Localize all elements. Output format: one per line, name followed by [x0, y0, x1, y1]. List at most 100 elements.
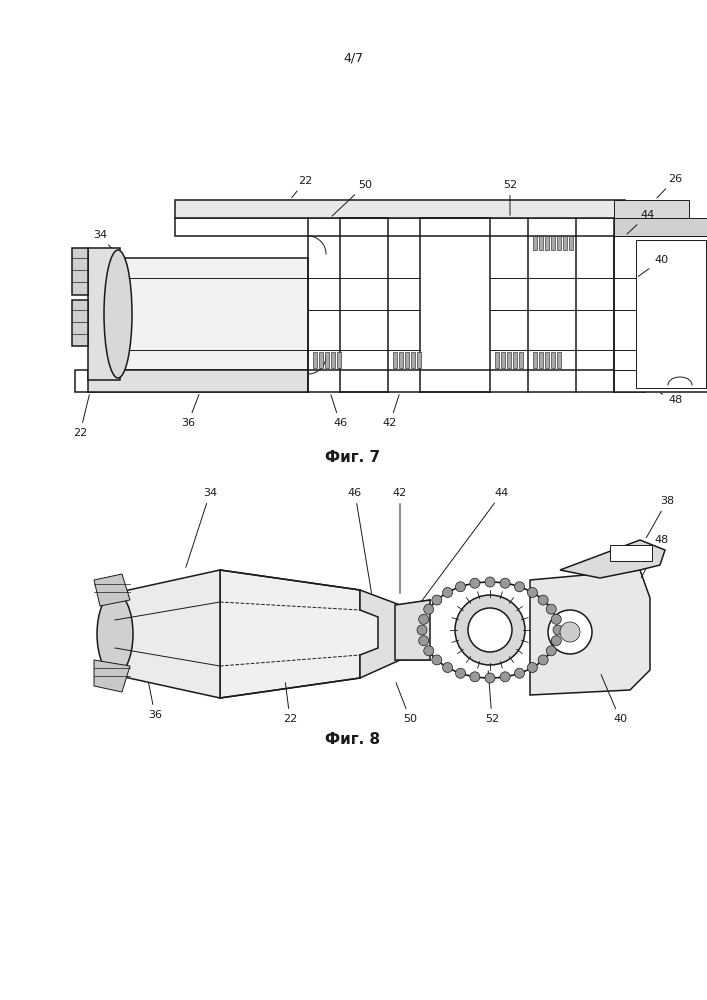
Text: 46: 46: [331, 395, 347, 428]
Text: 44: 44: [627, 210, 654, 234]
Circle shape: [419, 614, 428, 624]
Polygon shape: [72, 248, 88, 295]
Text: 36: 36: [148, 683, 162, 720]
Bar: [319, 352, 323, 368]
Bar: [551, 236, 555, 250]
Circle shape: [423, 646, 433, 656]
Circle shape: [470, 578, 480, 588]
Ellipse shape: [104, 250, 132, 378]
Polygon shape: [560, 540, 665, 578]
Bar: [501, 352, 505, 368]
Circle shape: [468, 608, 512, 652]
Circle shape: [470, 672, 480, 682]
Bar: [513, 352, 517, 368]
Circle shape: [538, 595, 548, 605]
Bar: [175, 200, 625, 218]
Bar: [411, 352, 415, 368]
Text: 42: 42: [383, 395, 399, 428]
Polygon shape: [115, 570, 220, 698]
Bar: [551, 352, 555, 368]
Text: 42: 42: [393, 488, 407, 593]
Circle shape: [553, 625, 563, 635]
Bar: [539, 236, 543, 250]
Bar: [569, 236, 573, 250]
Circle shape: [485, 577, 495, 587]
Circle shape: [417, 625, 427, 635]
Bar: [557, 352, 561, 368]
Bar: [118, 258, 308, 370]
Polygon shape: [94, 574, 130, 606]
Polygon shape: [94, 660, 130, 692]
Bar: [614, 236, 707, 392]
Text: 52: 52: [485, 671, 499, 724]
Text: 22: 22: [283, 683, 297, 724]
Bar: [545, 352, 549, 368]
Bar: [614, 218, 707, 236]
Bar: [337, 352, 341, 368]
Bar: [88, 370, 308, 392]
Bar: [507, 352, 511, 368]
Circle shape: [547, 646, 556, 656]
Text: 38: 38: [646, 496, 674, 538]
Polygon shape: [530, 570, 650, 695]
Bar: [75, 370, 645, 392]
Circle shape: [551, 614, 561, 624]
Text: 52: 52: [503, 180, 517, 215]
Circle shape: [515, 582, 525, 592]
Text: 40: 40: [601, 675, 627, 724]
Text: Фиг. 8: Фиг. 8: [325, 732, 380, 748]
Polygon shape: [395, 600, 430, 660]
Circle shape: [538, 655, 548, 665]
Bar: [88, 248, 120, 380]
Bar: [563, 236, 567, 250]
Bar: [539, 352, 543, 368]
Text: 48: 48: [641, 535, 668, 578]
Bar: [614, 200, 689, 218]
Circle shape: [455, 595, 525, 665]
Polygon shape: [72, 300, 88, 346]
Bar: [557, 236, 561, 250]
Text: 48: 48: [660, 393, 682, 405]
Text: 22: 22: [73, 395, 89, 438]
Circle shape: [423, 604, 433, 614]
Text: 22: 22: [292, 176, 312, 198]
Circle shape: [432, 595, 442, 605]
Polygon shape: [220, 570, 400, 698]
Text: 36: 36: [181, 395, 199, 428]
Text: 46: 46: [348, 488, 372, 593]
Bar: [393, 352, 397, 368]
Bar: [417, 352, 421, 368]
Circle shape: [485, 673, 495, 683]
Text: 40: 40: [638, 255, 668, 276]
Circle shape: [500, 672, 510, 682]
Bar: [175, 218, 625, 236]
Text: 26: 26: [657, 174, 682, 198]
Bar: [399, 352, 403, 368]
Text: 44: 44: [416, 488, 509, 608]
Text: 4/7: 4/7: [343, 51, 363, 64]
Circle shape: [455, 668, 465, 678]
Circle shape: [527, 587, 537, 597]
Bar: [325, 352, 329, 368]
Circle shape: [419, 636, 428, 646]
Circle shape: [455, 582, 465, 592]
Text: Фиг. 7: Фиг. 7: [325, 450, 380, 466]
Text: 50: 50: [396, 683, 417, 724]
Circle shape: [443, 663, 452, 673]
Ellipse shape: [97, 593, 133, 675]
Bar: [495, 352, 499, 368]
Circle shape: [551, 636, 561, 646]
Text: 50: 50: [332, 180, 372, 216]
Circle shape: [515, 668, 525, 678]
Circle shape: [443, 587, 452, 597]
Text: 34: 34: [93, 230, 118, 256]
Polygon shape: [360, 590, 400, 678]
Circle shape: [527, 663, 537, 673]
Bar: [533, 352, 537, 368]
Text: 34: 34: [186, 488, 217, 567]
Bar: [533, 236, 537, 250]
Bar: [331, 352, 335, 368]
Bar: [545, 236, 549, 250]
Circle shape: [500, 578, 510, 588]
Bar: [636, 240, 706, 388]
